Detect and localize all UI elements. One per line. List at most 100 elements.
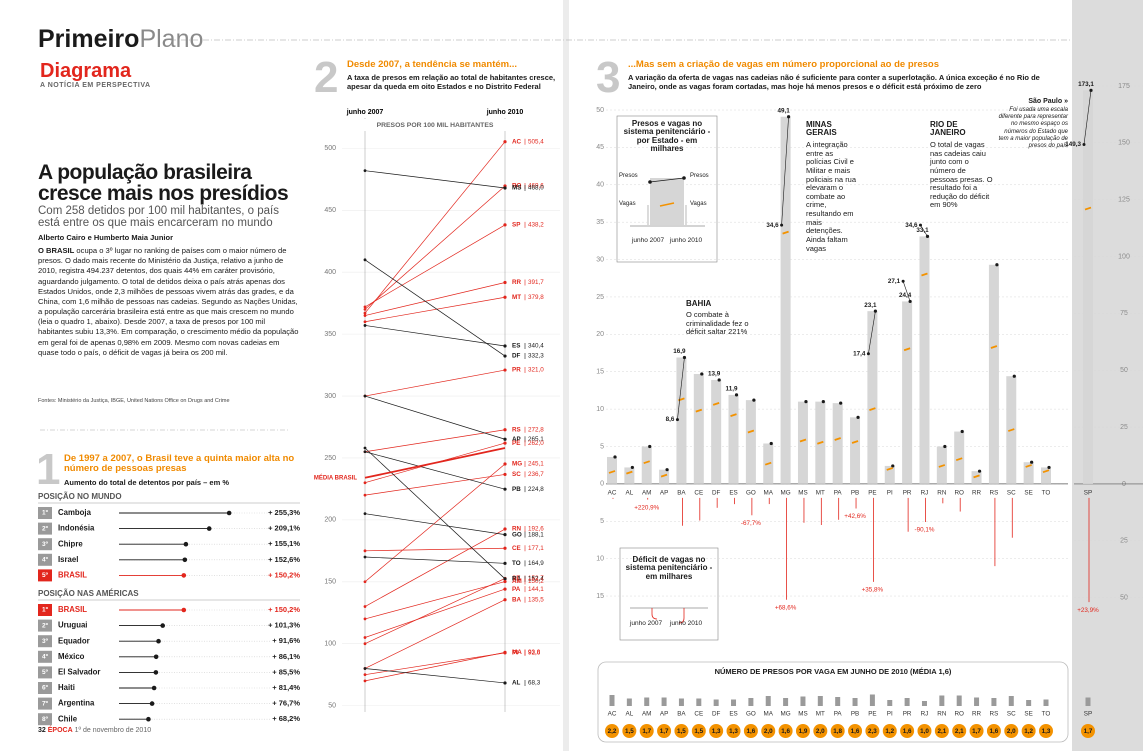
slope-line bbox=[365, 396, 505, 439]
value-label: 505,4 bbox=[528, 138, 544, 145]
presos-dot bbox=[822, 400, 825, 403]
start-dot bbox=[364, 512, 367, 515]
end-dot bbox=[503, 577, 506, 580]
ratio-label: 1,5 bbox=[677, 728, 686, 735]
presos-bar bbox=[607, 457, 617, 484]
start-dot bbox=[364, 324, 367, 327]
y-tick-label: 45 bbox=[596, 144, 604, 151]
y-tick-label: 15 bbox=[596, 593, 604, 600]
deficit-change: +23,9% bbox=[1077, 607, 1099, 614]
state-label: SC bbox=[1007, 711, 1016, 718]
value-dot bbox=[227, 511, 232, 516]
chart-subtitle: A taxa de presos em relação ao total de … bbox=[347, 73, 562, 91]
rank: 3º bbox=[42, 541, 49, 548]
start-dot bbox=[364, 481, 367, 484]
article-title: A população brasileira cresce mais nos p… bbox=[38, 162, 300, 205]
end-dot bbox=[503, 527, 506, 530]
ratio-bar bbox=[696, 699, 701, 707]
slope-line bbox=[365, 260, 505, 356]
presos-dot bbox=[770, 442, 773, 445]
presos-bar bbox=[833, 403, 843, 484]
state-label: CE bbox=[512, 545, 521, 552]
y-tick-label: 500 bbox=[324, 145, 336, 152]
end-dot bbox=[503, 428, 506, 431]
brand: Primeiro bbox=[38, 25, 139, 53]
state-label: PI bbox=[887, 711, 893, 718]
country: Haiti bbox=[58, 683, 75, 692]
end-dot bbox=[503, 223, 506, 226]
state-label: MS bbox=[512, 185, 521, 192]
ratio-bar bbox=[679, 699, 684, 707]
sp-title: São Paulo » bbox=[1000, 98, 1068, 105]
value-dot bbox=[182, 573, 187, 578]
presos-bar bbox=[624, 467, 634, 483]
slope-line bbox=[365, 297, 505, 322]
state-label: GO bbox=[746, 490, 756, 497]
state-label: PA bbox=[834, 711, 843, 718]
state-label: AC bbox=[608, 490, 617, 497]
presos-dot bbox=[943, 445, 946, 448]
legend-bar bbox=[650, 178, 684, 225]
y-tick-label: 50 bbox=[1120, 367, 1128, 374]
value-label: + 85,5% bbox=[272, 667, 300, 676]
state-label: MS bbox=[798, 490, 807, 497]
y-tick-label: 50 bbox=[1120, 594, 1128, 601]
ratio-label: 2,0 bbox=[816, 728, 825, 735]
ratio-label: 1,6 bbox=[903, 728, 912, 735]
presos-bar bbox=[711, 380, 721, 484]
value-dot bbox=[184, 542, 189, 547]
state-label: AC bbox=[608, 711, 617, 718]
infographic: POSIÇÃO NO MUNDO1ºCamboja+ 255,3%2ºIndon… bbox=[0, 0, 1143, 751]
rank: 7º bbox=[42, 700, 49, 707]
start-dot bbox=[364, 580, 367, 583]
start-dot bbox=[364, 314, 367, 317]
magazine: ÉPOCA bbox=[48, 727, 73, 734]
y-tick-label: 40 bbox=[596, 182, 604, 189]
slope-line bbox=[365, 325, 505, 346]
rank: 3º bbox=[42, 638, 49, 645]
ratio-label: 1,7 bbox=[972, 728, 981, 735]
deficit-change: -90,1% bbox=[915, 527, 935, 534]
deficit-change: +68,6% bbox=[775, 604, 797, 611]
value-label: + 150,2% bbox=[268, 605, 300, 614]
value-label: + 152,6% bbox=[268, 555, 300, 564]
start-dot bbox=[364, 312, 367, 315]
presos-dot bbox=[665, 468, 668, 471]
y-tick-label: 150 bbox=[324, 579, 336, 586]
state-label: AM bbox=[642, 711, 651, 718]
value-label: + 86,1% bbox=[272, 652, 300, 661]
state-label: DF bbox=[512, 353, 521, 360]
slope-line bbox=[365, 171, 505, 188]
callout-label: 8,6 bbox=[666, 416, 675, 423]
y-tick-label: 25 bbox=[1120, 424, 1128, 431]
callout-label: 34,6 bbox=[905, 222, 918, 229]
start-dot bbox=[364, 395, 367, 398]
ratio-label: 1,0 bbox=[920, 728, 929, 735]
note-title: MINAS GERAIS bbox=[806, 121, 858, 138]
chart-number: 1 bbox=[36, 448, 60, 492]
start-dot bbox=[364, 308, 367, 311]
value-label: 92,6 bbox=[528, 650, 541, 657]
state-label: GO bbox=[746, 711, 756, 718]
ratio-label: 1,9 bbox=[799, 728, 808, 735]
chart-title: De 1997 a 2007, o Brasil teve a quinta m… bbox=[64, 454, 304, 475]
state-label: MG bbox=[781, 711, 791, 718]
deficit-change: +42,6% bbox=[844, 513, 866, 520]
presos-dot bbox=[648, 445, 651, 448]
deficit-change: +35,8% bbox=[862, 587, 884, 594]
presos-dot bbox=[891, 464, 894, 467]
ratio-bar bbox=[887, 700, 892, 706]
value-dot bbox=[156, 639, 161, 644]
presos-bar bbox=[781, 117, 791, 484]
presos-bar bbox=[729, 395, 739, 484]
value-label: 150,2 bbox=[528, 578, 544, 585]
start-dot bbox=[364, 450, 367, 453]
legend-title: Presos e vagas no sistema penitenciário … bbox=[621, 120, 713, 154]
deficit-period: junho 2007 bbox=[628, 620, 664, 627]
magazine-spread: { "header": {"brand": "Primeiro", "brand… bbox=[0, 0, 1143, 751]
state-label: RO bbox=[954, 490, 964, 497]
presos-bar bbox=[902, 301, 912, 483]
state-label: SP bbox=[1084, 711, 1092, 718]
ratio-bar bbox=[974, 698, 979, 707]
presos-dot bbox=[961, 430, 964, 433]
